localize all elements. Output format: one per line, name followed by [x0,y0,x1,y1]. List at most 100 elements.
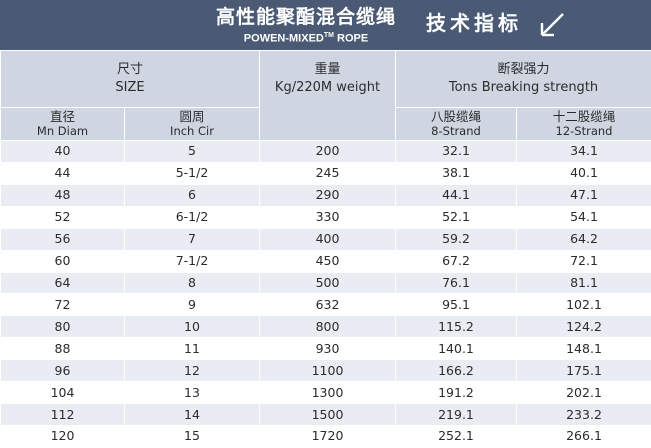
strand12-cell: 175.1 [515,359,651,383]
trademark-mark: TM [323,32,334,39]
diam-cell: 60 [0,249,125,273]
size-header-cn: 尺寸 [116,62,143,77]
diam-cell: 44 [0,161,125,185]
diam-cell: 112 [0,403,125,426]
strand8-cell: 32.1 [395,140,517,163]
spec-table: 尺寸 SIZE 重量 Kg/220M weight 断裂强力 Tons Brea… [0,50,651,448]
diagonal-arrow-icon [540,13,564,37]
strand12-cell: 47.1 [515,183,651,207]
weight-header: 重量 Kg/220M weight [259,50,396,141]
strand12-cell: 64.2 [515,227,651,251]
weight-cell: 930 [259,337,396,361]
diam-cell: 96 [0,359,125,383]
table-row: 80 10 800 115.2 124.2 [0,315,651,339]
table-row: 120 15 1720 252.1 266.1 [0,424,651,448]
diam-cell: 56 [0,227,125,251]
strand8-cell: 95.1 [395,293,517,317]
table-row: 60 7-1/2 450 67.2 72.1 [0,249,651,273]
cir-cell: 10 [124,315,260,339]
cir-header: 圆周 Inch Cir [124,107,260,141]
size-header: 尺寸 SIZE [0,50,260,108]
strand12-cell: 124.2 [515,315,651,339]
table-row: 52 6-1/2 330 52.1 54.1 [0,205,651,229]
strand8-cell: 191.2 [395,381,517,405]
diam-cell: 80 [0,315,125,339]
table-row: 88 11 930 140.1 148.1 [0,337,651,361]
strength-header-cn: 断裂强力 [497,62,550,77]
weight-cell: 1720 [259,424,396,448]
weight-cell: 290 [259,183,396,207]
product-title-cn: 高性能聚酯混合缆绳 [215,6,396,28]
weight-cell: 1500 [259,403,396,426]
table-row: 40 5 200 32.1 34.1 [0,140,651,163]
strand8-cell: 166.2 [395,359,517,383]
weight-header-cn: 重量 [314,62,341,77]
strand8-cell: 67.2 [395,249,517,273]
header-row-1: 尺寸 SIZE 重量 Kg/220M weight 断裂强力 Tons Brea… [0,50,651,141]
strand12-cell: 72.1 [515,249,651,273]
size-header-en: SIZE [115,80,145,95]
diam-cell: 48 [0,183,125,207]
strand8-cell: 52.1 [395,205,517,229]
diam-cell: 40 [0,140,125,163]
spec-label: 技术指标 [426,11,522,35]
cir-cell: 15 [124,424,260,448]
table-row: 48 6 290 44.1 47.1 [0,183,651,207]
cir-cell: 11 [124,337,260,361]
strand12-cell: 148.1 [515,337,651,361]
strand12-cell: 81.1 [515,271,651,295]
strand12-cell: 34.1 [515,140,651,163]
strand12-header-en: 12-Strand [555,124,613,138]
strand8-header: 八股缆绳 8-Strand [395,107,517,141]
strand12-cell: 266.1 [515,424,651,448]
diam-cell: 72 [0,293,125,317]
table-row: 96 12 1100 166.2 175.1 [0,359,651,383]
diam-cell: 52 [0,205,125,229]
strand8-cell: 115.2 [395,315,517,339]
strand8-header-en: 8-Strand [431,124,481,138]
cir-header-en: Inch Cir [170,124,214,138]
strand12-header-cn: 十二股缆绳 [552,109,616,124]
cir-cell: 7-1/2 [124,249,260,273]
strand8-cell: 219.1 [395,403,517,426]
cir-header-cn: 圆周 [179,109,205,124]
strand12-cell: 102.1 [515,293,651,317]
header-row-2: 直径 Mn Diam 圆周 Inch Cir 八股缆绳 8-Strand 十二股… [0,107,651,141]
strand12-cell: 202.1 [515,381,651,405]
cir-cell: 14 [124,403,260,426]
table-row: 72 9 632 95.1 102.1 [0,293,651,317]
weight-cell: 330 [259,205,396,229]
strand8-header-cn: 八股缆绳 [430,109,481,124]
cir-cell: 7 [124,227,260,251]
weight-cell: 1100 [259,359,396,383]
title-banner: 高性能聚酯混合缆绳 POWEN-MIXEDTM ROPE 技术指标 [0,0,651,50]
weight-cell: 1300 [259,381,396,405]
weight-cell: 500 [259,271,396,295]
product-title-en: POWEN-MIXEDTM ROPE [206,29,406,46]
table-row: 64 8 500 76.1 81.1 [0,271,651,295]
cir-cell: 9 [124,293,260,317]
strand12-cell: 233.2 [515,403,651,426]
table-row: 104 13 1300 191.2 202.1 [0,381,651,405]
cir-cell: 12 [124,359,260,383]
diam-header-cn: 直径 [49,109,75,124]
weight-cell: 200 [259,140,396,163]
strand8-cell: 76.1 [395,271,517,295]
strand8-cell: 38.1 [395,161,517,185]
cir-cell: 5-1/2 [124,161,260,185]
diam-cell: 64 [0,271,125,295]
weight-cell: 400 [259,227,396,251]
strand8-cell: 44.1 [395,183,517,207]
weight-cell: 245 [259,161,396,185]
cir-cell: 8 [124,271,260,295]
diam-cell: 88 [0,337,125,361]
weight-header-en: Kg/220M weight [274,80,381,95]
strength-header-en: Tons Breaking strength [448,80,599,95]
diam-cell: 120 [0,424,125,448]
table-body: 40 5 200 32.1 34.1 44 5-1/2 245 38.1 40.1 48 6 290… [0,140,651,448]
strand8-cell: 59.2 [395,227,517,251]
cir-cell: 6 [124,183,260,207]
table-row: 56 7 400 59.2 64.2 [0,227,651,251]
product-title-en-tail: ROPE [333,32,369,45]
strand8-cell: 252.1 [395,424,517,448]
